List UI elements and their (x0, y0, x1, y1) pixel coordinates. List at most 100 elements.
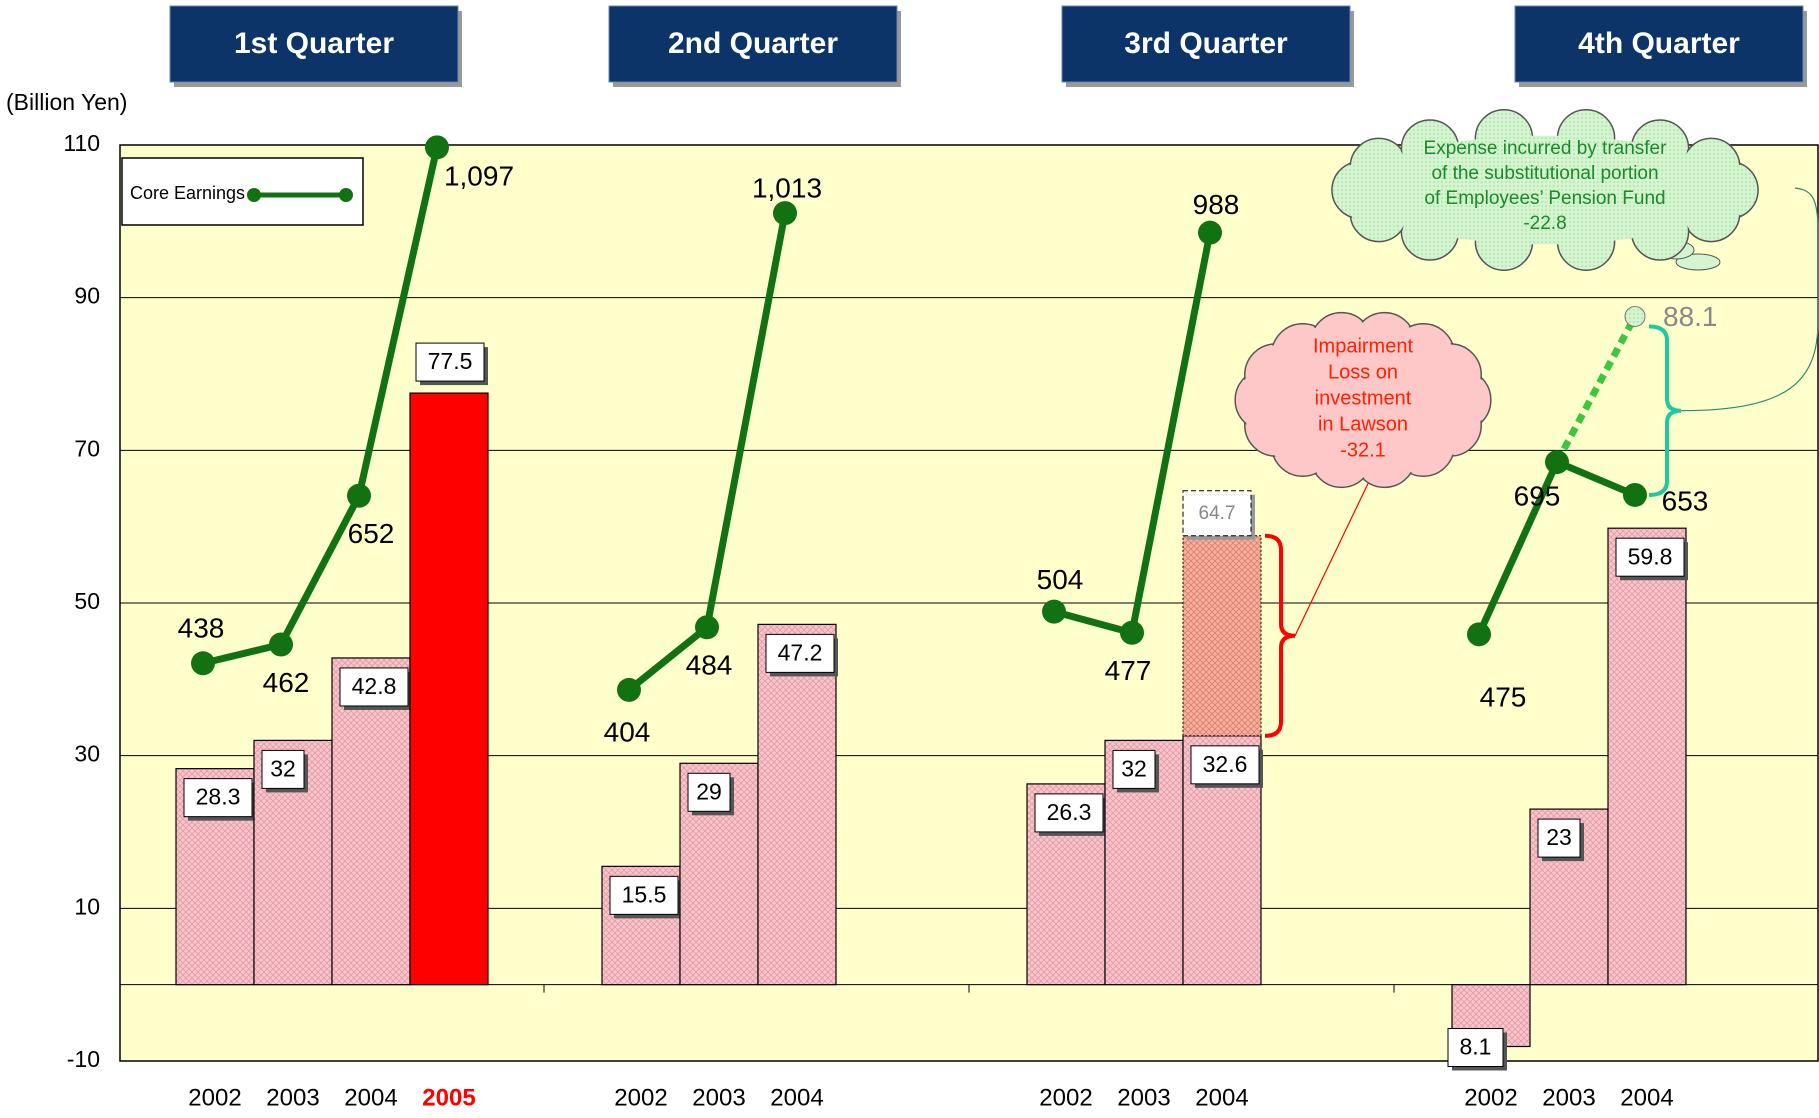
line-value-label: 653 (1662, 485, 1709, 516)
cloud-core (1263, 340, 1463, 460)
bar (1607, 527, 1687, 986)
label-text: 32 (270, 755, 296, 781)
core-earnings-point (1198, 220, 1222, 245)
label-box (1190, 745, 1260, 785)
projected-line (1553, 314, 1639, 464)
line-value-label: 1,097 (444, 161, 514, 192)
core-earnings-point (1545, 450, 1569, 475)
bar-value-label: 29 (687, 772, 734, 816)
impairment-amount: -32.1 (1340, 439, 1386, 461)
label-box (1447, 1027, 1504, 1067)
core-earnings-point (773, 201, 797, 226)
x-tick-label: 2002 (614, 1084, 667, 1111)
label-text: 32.6 (1203, 751, 1248, 777)
header-title: 2nd Quarter (668, 27, 838, 60)
label-text: 26.3 (1047, 799, 1092, 825)
core-earnings-point (191, 651, 215, 676)
bar-value-label: 8.1 (1447, 1027, 1507, 1071)
y-tick-label: 50 (74, 588, 100, 614)
bar (409, 392, 489, 986)
label-text: 32 (1121, 755, 1147, 781)
label-text: 28.3 (196, 784, 241, 810)
x-tick-label: 2004 (1195, 1084, 1248, 1111)
core-earnings-point (425, 135, 449, 160)
label-text: 59.8 (1628, 543, 1673, 569)
label-box (1537, 818, 1581, 858)
bar-value-label: 26.3 (1034, 793, 1107, 836)
pension-text: of the substitutional portion (1431, 163, 1658, 184)
impairment-text: investment (1315, 387, 1412, 409)
bar-value-label: 32 (1112, 749, 1159, 793)
header-title: 4th Quarter (1578, 27, 1740, 60)
line-value-label: 477 (1105, 655, 1152, 686)
bar-value-label: 59.8 (1615, 537, 1688, 581)
impairment-text: Impairment (1313, 335, 1413, 357)
bar-value-label: 32.6 (1190, 745, 1263, 788)
label-box (415, 342, 485, 382)
core-earnings-point (695, 615, 719, 640)
bar-value-label: 15.5 (609, 875, 682, 919)
header-box (1514, 5, 1804, 83)
projected-point (1624, 305, 1646, 327)
legend-label: Core Earnings (130, 183, 245, 203)
label-box (339, 667, 409, 707)
line-value-label: 438 (178, 613, 225, 644)
x-tick-label: 2003 (1542, 1084, 1595, 1111)
label-text: 8.1 (1460, 1034, 1492, 1060)
before-box (1182, 490, 1252, 537)
projected-label: 88.1 (1663, 301, 1718, 332)
pension-text: Expense incurred by transfer (1424, 138, 1668, 159)
core-earnings-point (617, 677, 641, 702)
bar-value-label: 28.3 (183, 778, 256, 821)
line-value-label: 988 (1193, 189, 1240, 220)
x-tick-label: 2003 (692, 1084, 745, 1111)
impairment-text: in Lawson (1318, 413, 1408, 435)
impairment-cloud (1234, 311, 1492, 489)
core-earnings-point (1467, 622, 1491, 647)
line-value-label: 462 (263, 667, 310, 698)
x-tick-label: 2002 (1039, 1084, 1092, 1111)
legend-dot (339, 188, 353, 202)
y-tick-label: 90 (74, 283, 100, 309)
core-earnings-point (1120, 620, 1144, 645)
y-tick-label: 10 (74, 893, 100, 919)
header-box (608, 5, 898, 83)
y-tick-label: 70 (74, 435, 100, 461)
label-text: 29 (696, 778, 722, 804)
line-value-label: 475 (1480, 682, 1527, 713)
bar-value-label: 23 (1537, 818, 1584, 862)
x-tick-label: 2004 (344, 1084, 397, 1111)
bar (331, 657, 411, 986)
bar (757, 623, 837, 986)
line-value-label: 652 (348, 518, 395, 549)
label-text: 77.5 (428, 348, 473, 374)
header-title: 1st Quarter (234, 27, 394, 60)
x-tick-label: 2004 (1620, 1084, 1673, 1111)
label-text: 47.2 (778, 639, 823, 665)
pension-amount: -22.8 (1523, 213, 1566, 234)
core-earnings-point (269, 632, 293, 657)
label-box (1034, 793, 1104, 833)
x-tick-label: 2002 (188, 1084, 241, 1111)
legend-box (121, 157, 364, 226)
bar-value-label: 47.2 (765, 633, 838, 677)
line-value-label: 1,013 (752, 173, 822, 204)
x-tick-label: 2005 (422, 1084, 475, 1111)
line-value-label: 484 (686, 650, 733, 681)
label-text: 15.5 (622, 881, 667, 907)
header-title: 3rd Quarter (1124, 27, 1288, 60)
label-text: 23 (1546, 824, 1572, 850)
impairment-area (1182, 535, 1262, 737)
header-box (169, 5, 459, 83)
bar-value-label: 77.5 (415, 342, 488, 386)
cloud-core (1356, 135, 1734, 245)
cloud-bubble (1675, 253, 1721, 271)
label-box (261, 749, 305, 789)
y-tick-label: -10 (67, 1046, 100, 1072)
label-box (687, 772, 731, 812)
label-box (765, 633, 835, 673)
core-earnings-point (1042, 599, 1066, 624)
legend-dot (247, 188, 261, 202)
x-tick-label: 2003 (1117, 1084, 1170, 1111)
